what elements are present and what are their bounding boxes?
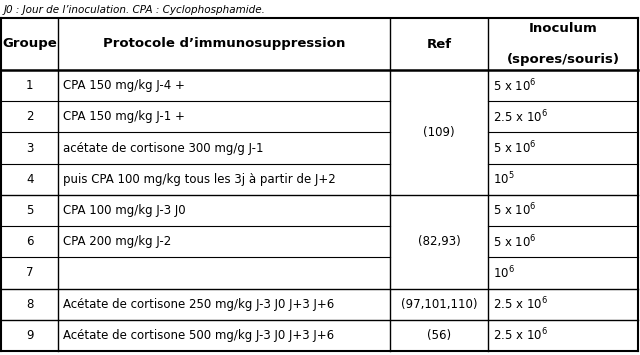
Text: J0 : Jour de l’inoculation. CPA : Cyclophosphamide.: J0 : Jour de l’inoculation. CPA : Cyclop… (4, 5, 266, 15)
Text: 5 x 10$^{6}$: 5 x 10$^{6}$ (493, 140, 537, 156)
Text: Groupe: Groupe (3, 38, 57, 50)
Text: acétate de cortisone 300 mg/g J-1: acétate de cortisone 300 mg/g J-1 (63, 142, 264, 154)
Text: 9: 9 (26, 329, 33, 342)
Text: 8: 8 (26, 297, 33, 311)
Text: 2: 2 (26, 110, 33, 123)
Text: Acétate de cortisone 250 mg/kg J-3 J0 J+3 J+6: Acétate de cortisone 250 mg/kg J-3 J0 J+… (63, 297, 335, 311)
Bar (1, 257, 638, 289)
Bar (1, 226, 638, 257)
Text: CPA 100 mg/kg J-3 J0: CPA 100 mg/kg J-3 J0 (63, 204, 186, 217)
Text: Inoculum

(spores/souris): Inoculum (spores/souris) (507, 22, 620, 66)
Text: 2.5 x 10$^{6}$: 2.5 x 10$^{6}$ (493, 109, 548, 125)
Text: puis CPA 100 mg/kg tous les 3j à partir de J+2: puis CPA 100 mg/kg tous les 3j à partir … (63, 173, 336, 186)
Text: 10$^{6}$: 10$^{6}$ (493, 264, 515, 281)
Text: Ref: Ref (426, 38, 451, 50)
Text: 7: 7 (26, 267, 33, 279)
Text: 6: 6 (26, 235, 33, 248)
Text: 3: 3 (26, 142, 33, 154)
Text: 4: 4 (26, 173, 33, 186)
Text: 5 x 10$^{6}$: 5 x 10$^{6}$ (493, 77, 537, 94)
Text: 2.5 x 10$^{6}$: 2.5 x 10$^{6}$ (493, 296, 548, 312)
Text: 2.5 x 10$^{6}$: 2.5 x 10$^{6}$ (493, 327, 548, 344)
Text: (109): (109) (423, 126, 455, 139)
Bar (1, 289, 638, 320)
Text: CPA 200 mg/kg J-2: CPA 200 mg/kg J-2 (63, 235, 172, 248)
Bar (1, 18, 638, 70)
Bar (1, 101, 638, 132)
Text: 1: 1 (26, 79, 33, 92)
Text: (56): (56) (427, 329, 451, 342)
Bar (1, 164, 638, 195)
Bar (1, 195, 638, 226)
Text: (97,101,110): (97,101,110) (401, 297, 477, 311)
Text: CPA 150 mg/kg J-4 +: CPA 150 mg/kg J-4 + (63, 79, 185, 92)
Bar (1, 320, 638, 351)
Text: 5 x 10$^{6}$: 5 x 10$^{6}$ (493, 202, 537, 219)
Text: (82,93): (82,93) (417, 235, 460, 248)
Text: 5 x 10$^{6}$: 5 x 10$^{6}$ (493, 234, 537, 250)
Bar (1, 70, 638, 101)
Text: CPA 150 mg/kg J-1 +: CPA 150 mg/kg J-1 + (63, 110, 185, 123)
Bar (1, 132, 638, 164)
Text: 5: 5 (26, 204, 33, 217)
Text: Acétate de cortisone 500 mg/kg J-3 J0 J+3 J+6: Acétate de cortisone 500 mg/kg J-3 J0 J+… (63, 329, 335, 342)
Text: Protocole d’immunosuppression: Protocole d’immunosuppression (103, 38, 345, 50)
Text: 10$^{5}$: 10$^{5}$ (493, 171, 515, 187)
